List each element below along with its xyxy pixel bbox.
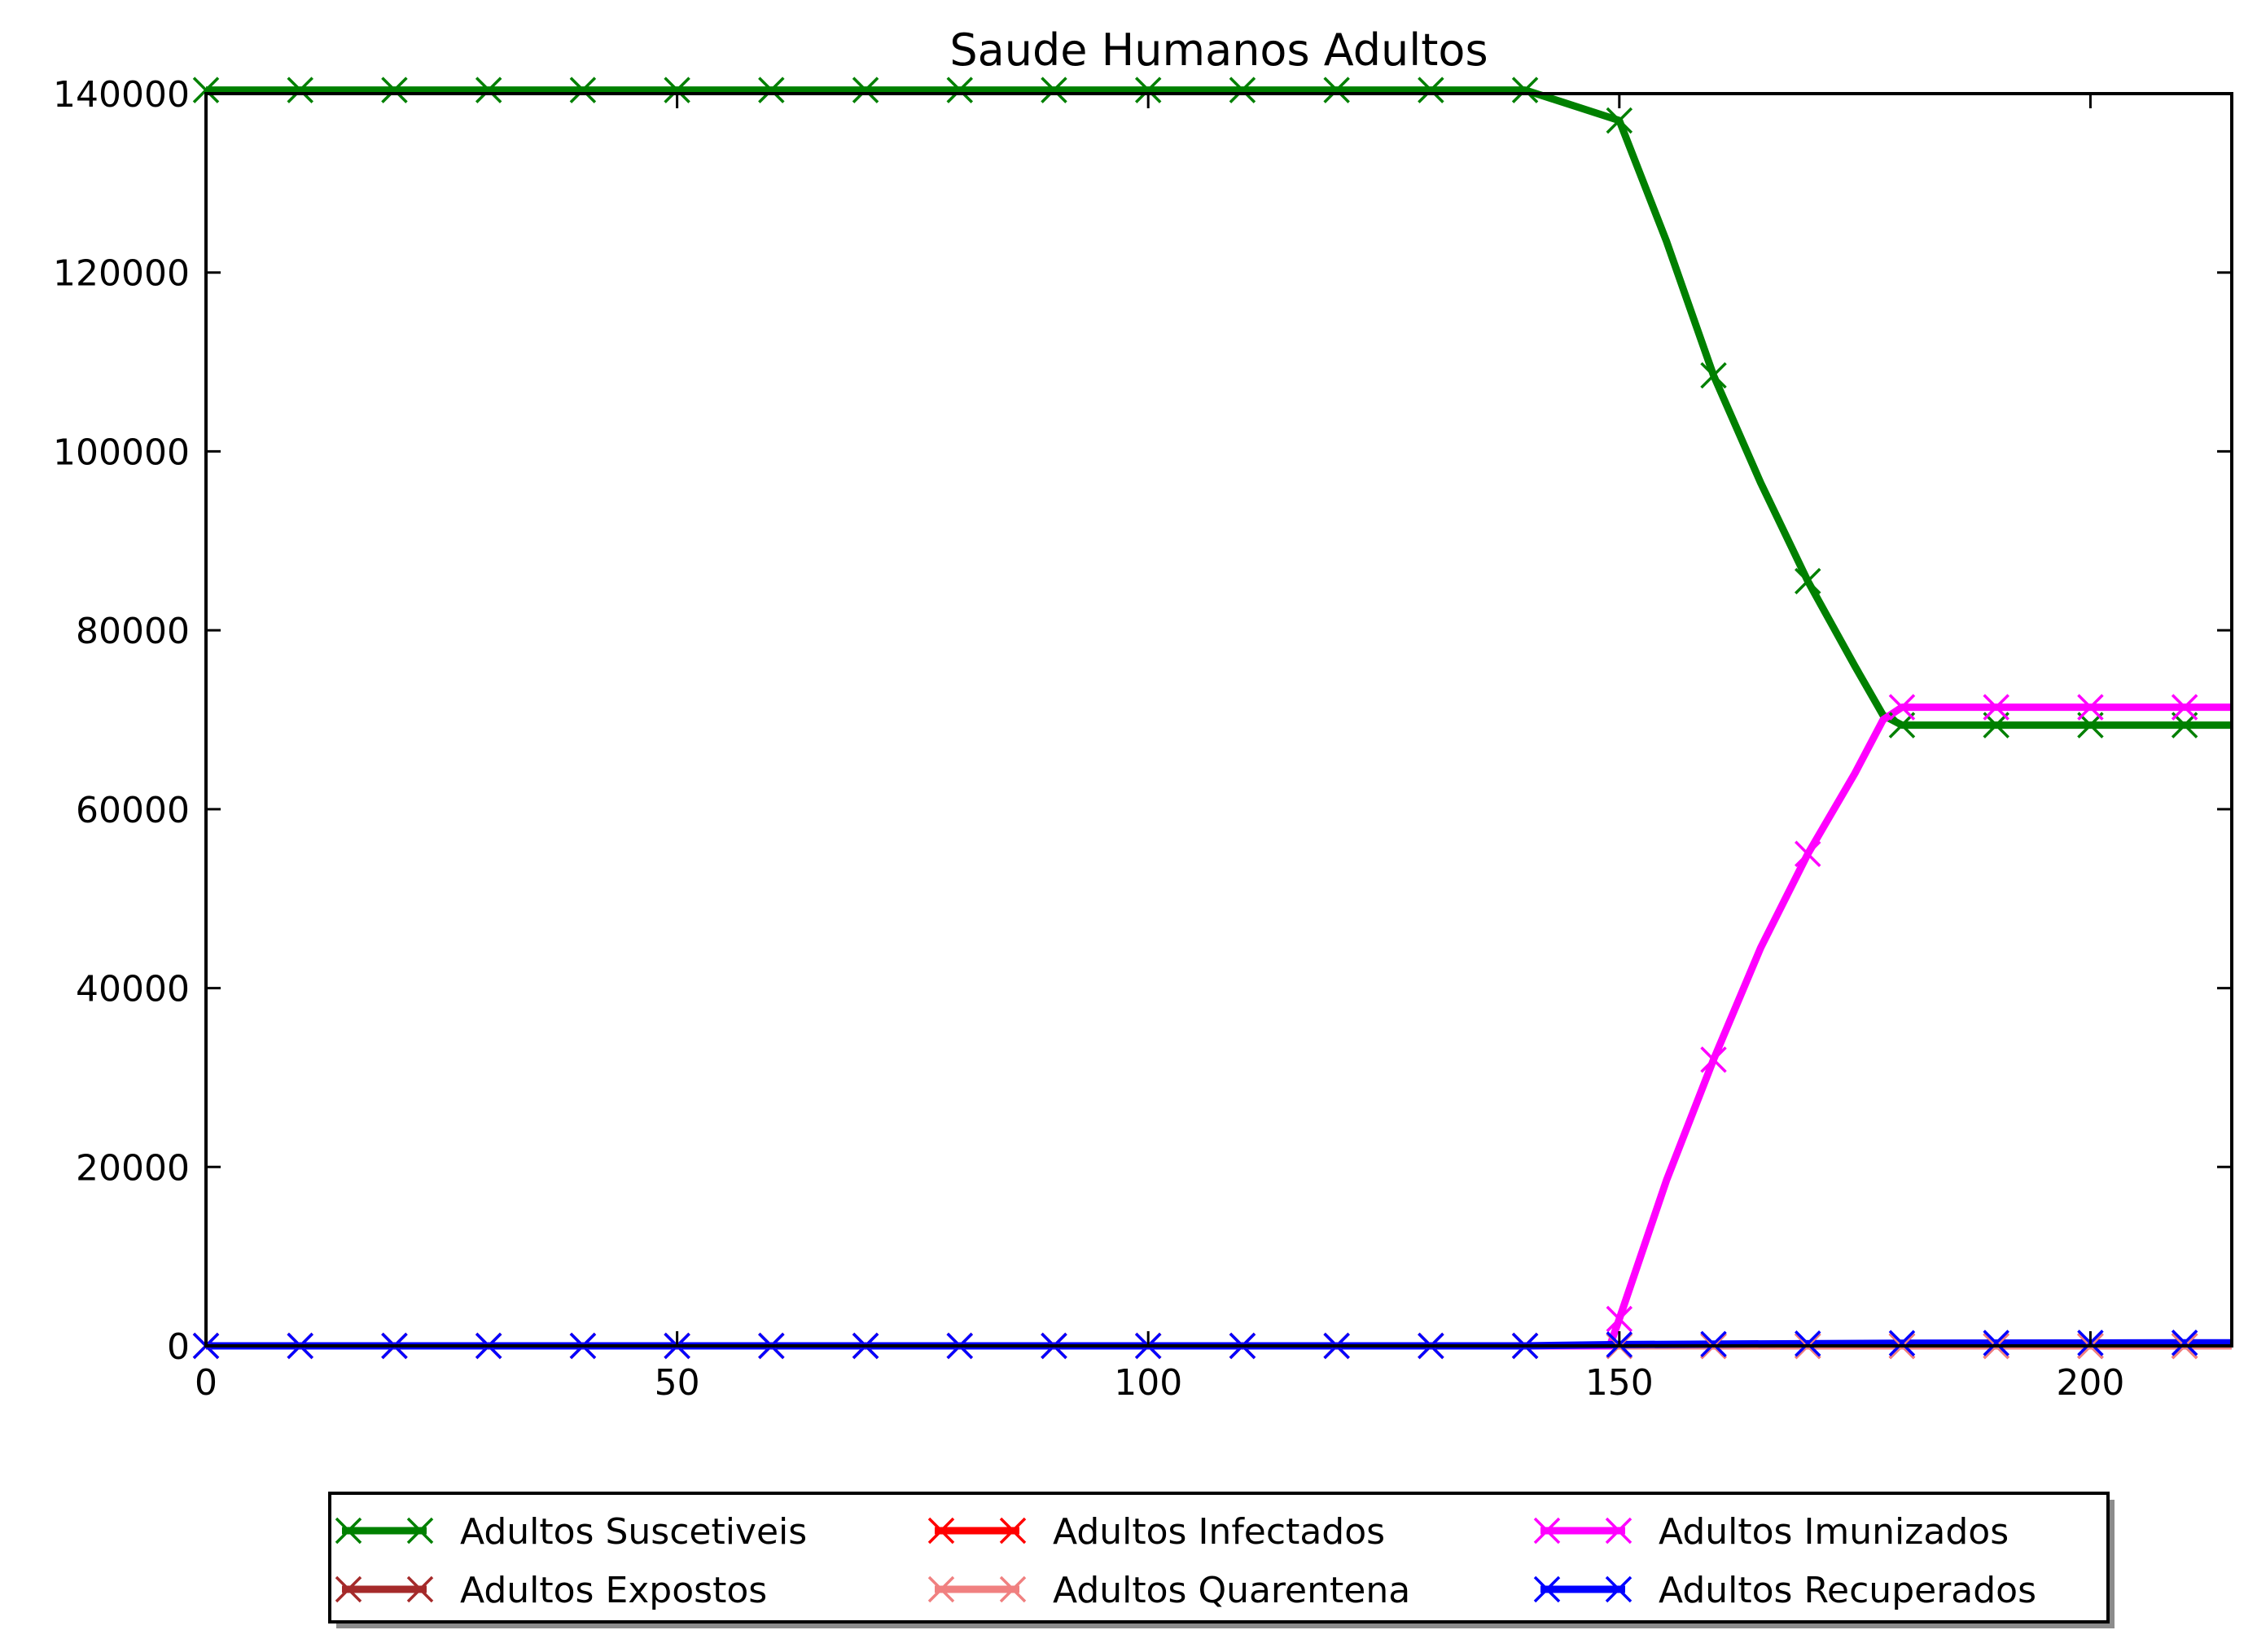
y-axis: 0 20000 40000 60000 80000 100000 120000 140000: [53, 74, 2232, 1368]
marker-adultos-suscetiveis: [946, 77, 974, 103]
legend-marker: [999, 1517, 1027, 1545]
y-tick-label: 0: [167, 1326, 190, 1368]
marker-adultos-suscetiveis: [1606, 107, 1633, 134]
marker-adultos-suscetiveis: [1795, 567, 1821, 594]
legend-item-adultos-quarentena: Adultos Quarentena: [927, 1570, 1410, 1611]
x-tick-label: 100: [1114, 1362, 1182, 1404]
marker-adultos-imunizados: [1700, 1046, 1727, 1073]
marker-adultos-suscetiveis: [1041, 77, 1067, 103]
legend-marker: [1533, 1517, 1561, 1545]
y-tick-label: 20000: [76, 1147, 190, 1189]
legend-marker: [1533, 1575, 1561, 1603]
marker-adultos-suscetiveis: [852, 77, 879, 103]
marker-adultos-imunizados: [1606, 1305, 1633, 1333]
y-tick-label: 140000: [53, 74, 190, 116]
plot-frame: [204, 92, 2233, 1347]
marker-adultos-recuperados: [2171, 1329, 2198, 1356]
legend-label: Adultos Expostos: [460, 1570, 767, 1611]
legend-item-adultos-expostos: Adultos Expostos: [335, 1570, 767, 1611]
legend-label: Adultos Suscetiveis: [460, 1511, 807, 1553]
marker-adultos-suscetiveis: [1700, 362, 1727, 389]
legend-marker: [335, 1575, 362, 1603]
legend-label: Adultos Recuperados: [1659, 1570, 2036, 1611]
y-tick-label: 120000: [53, 253, 190, 295]
legend-marker: [1605, 1517, 1632, 1545]
x-tick-label: 200: [2056, 1362, 2124, 1404]
x-axis: 0 50 100 150 200: [195, 94, 2124, 1404]
legend-marker: [927, 1517, 955, 1545]
y-tick-label: 80000: [76, 611, 190, 652]
legend-marker: [335, 1517, 362, 1545]
legend-item-adultos-infectados: Adultos Infectados: [927, 1511, 1385, 1553]
marker-adultos-recuperados: [1983, 1330, 2009, 1356]
legend-label: Adultos Quarentena: [1053, 1570, 1410, 1611]
legend: Adultos Suscetiveis Adultos Expostos Adult…: [328, 1492, 2115, 1628]
legend-label: Adultos Imunizados: [1659, 1511, 2009, 1553]
marker-adultos-suscetiveis: [287, 77, 313, 103]
y-tick-label: 100000: [53, 432, 190, 473]
legend-marker: [406, 1517, 434, 1545]
legend-marker: [1605, 1575, 1632, 1603]
marker-adultos-imunizados: [1888, 694, 1916, 721]
x-tick-label: 0: [195, 1362, 217, 1404]
marker-adultos-suscetiveis: [569, 77, 597, 103]
marker-adultos-suscetiveis: [192, 77, 220, 103]
marker-adultos-imunizados: [1795, 840, 1821, 868]
marker-adultos-suscetiveis: [1134, 77, 1162, 103]
marker-adultos-suscetiveis: [1323, 77, 1350, 103]
legend-item-adultos-imunizados: Adultos Imunizados: [1533, 1511, 2009, 1553]
marker-adultos-suscetiveis: [1511, 77, 1539, 103]
legend-box: [328, 1492, 2110, 1624]
marker-adultos-suscetiveis: [475, 77, 502, 103]
marker-adultos-suscetiveis: [381, 77, 408, 103]
y-tick-label: 60000: [76, 790, 190, 831]
marker-adultos-suscetiveis: [1418, 77, 1444, 103]
marker-adultos-recuperados: [1888, 1330, 1916, 1356]
chart-title: Saude Humanos Adultos: [949, 24, 1488, 76]
marker-adultos-imunizados: [1983, 694, 2009, 721]
marker-adultos-imunizados: [2077, 694, 2104, 721]
marker-adultos-recuperados: [1795, 1330, 1821, 1357]
marker-adultos-recuperados: [1700, 1330, 1727, 1358]
legend-marker: [999, 1575, 1027, 1603]
legend-marker: [406, 1575, 434, 1603]
legend-item-adultos-suscetiveis: Adultos Suscetiveis: [335, 1511, 807, 1553]
x-tick-label: 150: [1585, 1362, 1654, 1404]
y-tick-label: 40000: [76, 969, 190, 1010]
marker-adultos-suscetiveis: [664, 77, 690, 103]
marker-adultos-suscetiveis: [1229, 77, 1256, 103]
legend-label: Adultos Infectados: [1053, 1511, 1385, 1553]
legend-marker: [927, 1575, 955, 1603]
x-tick-label: 50: [655, 1362, 700, 1404]
marker-adultos-imunizados: [2171, 694, 2198, 721]
legend-item-adultos-recuperados: Adultos Recuperados: [1533, 1570, 2036, 1611]
marker-adultos-suscetiveis: [758, 77, 785, 103]
